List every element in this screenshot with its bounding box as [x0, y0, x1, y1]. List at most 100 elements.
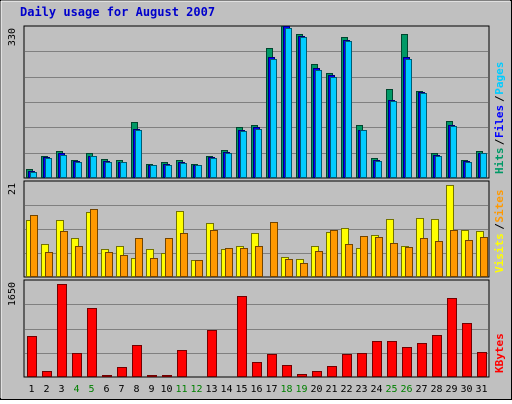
bar-sites-day-11 [180, 233, 188, 277]
bar-pages-day-16 [255, 129, 262, 178]
x-tick-label-day-1: 1 [28, 384, 34, 395]
bar-pages-day-23 [360, 130, 367, 178]
bar-sites-day-3 [60, 231, 68, 277]
bar-kbytes-day-3 [57, 284, 67, 377]
bar-pages-day-10 [165, 165, 172, 178]
legend-sites: Sites [493, 189, 506, 222]
bar-sites-day-14 [225, 248, 233, 277]
bar-pages-day-13 [210, 158, 217, 178]
bar-kbytes-day-6 [102, 375, 112, 377]
bar-pages-day-12 [195, 165, 202, 178]
bar-kbytes-day-26 [402, 347, 412, 377]
bar-sites-day-13 [210, 230, 218, 277]
bar-pages-day-15 [240, 131, 247, 178]
bar-sites-day-5 [90, 209, 98, 277]
legend-visits: Visits [493, 233, 506, 273]
bar-kbytes-day-13 [207, 330, 217, 377]
bar-sites-day-20 [315, 251, 323, 277]
x-tick-label-day-26: 26 [400, 384, 412, 395]
bar-kbytes-day-23 [357, 353, 367, 377]
bar-sites-day-4 [75, 246, 83, 277]
legend-hits: Hits [493, 148, 506, 175]
bar-kbytes-day-4 [72, 353, 82, 377]
bar-kbytes-day-24 [372, 341, 382, 377]
bar-sites-day-2 [45, 252, 53, 277]
bar-pages-day-6 [105, 162, 112, 178]
bar-sites-day-6 [105, 252, 113, 277]
bar-kbytes-day-29 [447, 298, 457, 377]
bar-sites-day-22 [345, 244, 353, 277]
panel-middle-ymax-label: 21 [7, 183, 18, 195]
legend-kbytes: KBytes [493, 333, 506, 373]
bar-sites-day-15 [240, 248, 248, 277]
chart-title: Daily usage for August 2007 [20, 5, 215, 19]
x-tick-label-day-22: 22 [340, 384, 352, 395]
bar-kbytes-day-21 [327, 366, 337, 377]
bar-pages-day-2 [45, 158, 52, 178]
bar-sites-day-12 [195, 260, 203, 277]
bar-kbytes-day-2 [42, 371, 52, 377]
bar-pages-day-5 [90, 156, 97, 178]
bar-pages-day-19 [300, 37, 307, 178]
x-tick-label-day-20: 20 [310, 384, 322, 395]
bar-pages-day-1 [30, 172, 37, 178]
bar-pages-day-20 [315, 70, 322, 178]
x-tick-label-day-18: 18 [280, 384, 292, 395]
x-tick-label-day-12: 12 [190, 384, 202, 395]
legend-files: Files [493, 105, 506, 138]
bar-kbytes-day-22 [342, 354, 352, 377]
legend-separator: / [493, 95, 506, 102]
x-tick-label-day-14: 14 [220, 384, 232, 395]
bar-kbytes-day-5 [87, 308, 97, 377]
bar-sites-day-29 [450, 230, 458, 277]
bar-kbytes-day-19 [297, 374, 307, 377]
bar-sites-day-18 [285, 259, 293, 277]
x-tick-label-day-9: 9 [148, 384, 154, 395]
bar-pages-day-31 [480, 153, 487, 178]
bar-pages-day-22 [345, 41, 352, 178]
bar-kbytes-day-17 [267, 354, 277, 377]
x-tick-label-day-29: 29 [445, 384, 457, 395]
x-tick-label-day-5: 5 [88, 384, 94, 395]
bar-pages-day-17 [270, 59, 277, 178]
bar-sites-day-19 [300, 263, 308, 277]
x-tick-label-day-8: 8 [133, 384, 139, 395]
bar-sites-day-7 [120, 255, 128, 277]
x-tick-label-day-3: 3 [58, 384, 64, 395]
bar-kbytes-day-10 [162, 375, 172, 377]
bar-pages-day-25 [390, 101, 397, 178]
bar-sites-day-1 [30, 215, 38, 277]
x-tick-label-day-30: 30 [460, 384, 472, 395]
x-tick-label-day-10: 10 [160, 384, 172, 395]
bar-pages-day-14 [225, 153, 232, 178]
bar-pages-day-18 [285, 28, 292, 178]
bar-pages-day-7 [120, 162, 127, 178]
bar-kbytes-day-11 [177, 350, 187, 377]
bar-sites-day-24 [375, 237, 383, 277]
bar-sites-day-9 [150, 258, 158, 277]
bar-pages-day-28 [435, 156, 442, 178]
bar-sites-day-16 [255, 246, 263, 277]
bar-pages-day-9 [150, 165, 157, 178]
bar-pages-day-29 [450, 126, 457, 178]
x-tick-label-day-25: 25 [385, 384, 397, 395]
bar-kbytes-day-7 [117, 367, 127, 377]
x-tick-label-day-11: 11 [175, 384, 187, 395]
x-tick-label-day-19: 19 [295, 384, 307, 395]
x-tick-label-day-16: 16 [250, 384, 262, 395]
bar-sites-day-27 [420, 238, 428, 277]
bar-kbytes-day-8 [132, 345, 142, 377]
bar-pages-day-30 [465, 162, 472, 178]
bar-kbytes-day-27 [417, 343, 427, 377]
bar-sites-day-30 [465, 240, 473, 277]
bar-kbytes-day-15 [237, 296, 247, 377]
bar-sites-day-28 [435, 241, 443, 277]
bar-sites-day-25 [390, 243, 398, 277]
bar-sites-day-8 [135, 238, 143, 277]
bar-sites-day-23 [360, 236, 368, 277]
x-tick-label-day-2: 2 [43, 384, 49, 395]
bar-kbytes-day-16 [252, 362, 262, 377]
x-tick-label-day-21: 21 [325, 384, 337, 395]
bar-sites-day-10 [165, 238, 173, 277]
